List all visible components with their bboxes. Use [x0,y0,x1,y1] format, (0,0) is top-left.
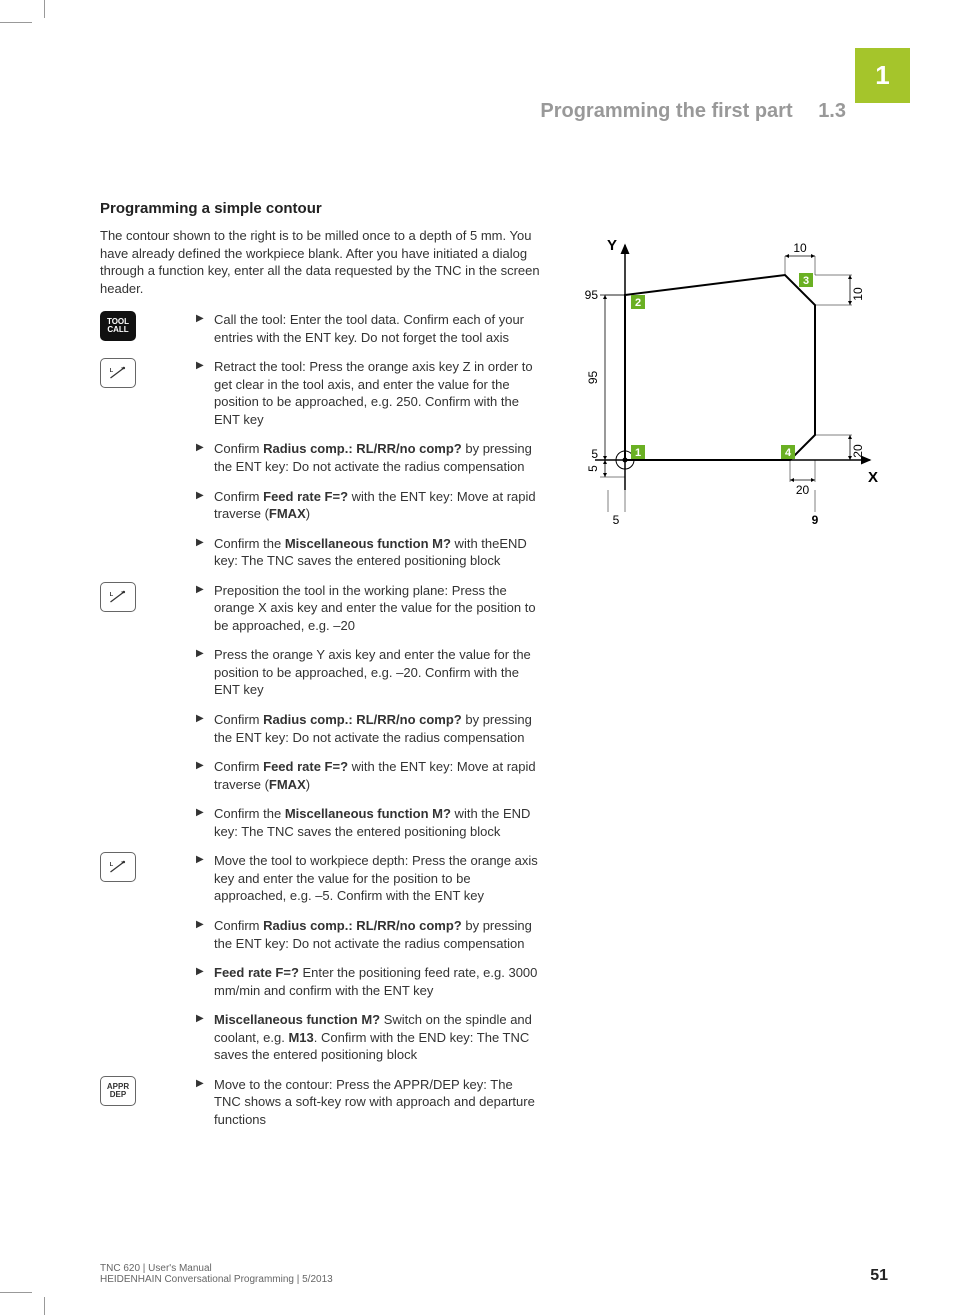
header-title: Programming the first part [540,100,792,122]
crop-mark [0,1292,32,1293]
svg-text:10: 10 [851,287,865,301]
svg-text:2: 2 [635,297,641,309]
svg-text:3: 3 [803,275,809,287]
step-item: Move to the contour: Press the APPR/DEP … [196,1076,540,1129]
svg-text:X: X [868,469,878,486]
crop-mark [44,0,45,18]
svg-text:95: 95 [586,371,600,385]
step-item: Confirm Radius comp.: RL/RR/no comp? by … [196,440,540,475]
step-item: Preposition the tool in the working plan… [196,582,540,635]
step-list: Move to the contour: Press the APPR/DEP … [196,1076,540,1129]
step-item: Move the tool to workpiece depth: Press … [196,852,540,905]
svg-text:5: 5 [586,465,600,472]
step-item: Feed rate F=? Enter the positioning feed… [196,964,540,999]
svg-text:9: 9 [812,513,819,527]
footer-text: TNC 620 | User's Manual HEIDENHAIN Conve… [100,1263,333,1285]
line-key-icon: L [100,358,136,388]
contour-diagram: Y X 1 2 3 4 95 5 95 5 10 10 20 20 5 9 [570,230,880,530]
svg-text:1: 1 [635,447,641,459]
line-key-icon: L [100,582,136,612]
page-number: 51 [870,1267,888,1285]
step-item: Confirm the Miscellaneous function M? wi… [196,805,540,840]
appr-dep-key-icon: APPRDEP [100,1076,136,1106]
step-item: Confirm Feed rate F=? with the ENT key: … [196,488,540,523]
step-item: Confirm the Miscellaneous function M? wi… [196,535,540,570]
step-item: Call the tool: Enter the tool data. Conf… [196,311,540,346]
step-item: Miscellaneous function M? Switch on the … [196,1011,540,1064]
crop-mark [0,22,32,23]
main-column: Programming a simple contour The contour… [100,200,540,1140]
svg-text:Y: Y [607,237,617,254]
svg-text:5: 5 [591,447,598,461]
svg-text:L: L [110,592,114,598]
svg-text:5: 5 [613,513,620,527]
svg-text:20: 20 [851,444,865,458]
step-list: Preposition the tool in the working plan… [196,582,540,841]
svg-text:4: 4 [785,447,792,459]
step-item: Confirm Radius comp.: RL/RR/no comp? by … [196,711,540,746]
page-header: Programming the first part 1.3 [540,100,846,123]
footer-line2: HEIDENHAIN Conversational Programming | … [100,1274,333,1285]
header-secnum: 1.3 [818,100,846,122]
svg-text:95: 95 [585,288,599,302]
step-item: Retract the tool: Press the orange axis … [196,358,540,428]
diagram-column: Y X 1 2 3 4 95 5 95 5 10 10 20 20 5 9 [570,200,888,1140]
svg-text:20: 20 [796,483,810,497]
step-item: Press the orange Y axis key and enter th… [196,646,540,699]
svg-text:10: 10 [793,241,807,255]
intro-paragraph: The contour shown to the right is to be … [100,227,540,297]
step-item: Confirm Feed rate F=? with the ENT key: … [196,758,540,793]
step-item: Confirm Radius comp.: RL/RR/no comp? by … [196,917,540,952]
section-title: Programming a simple contour [100,200,540,217]
step-list: Call the tool: Enter the tool data. Conf… [196,311,540,346]
page-footer: TNC 620 | User's Manual HEIDENHAIN Conve… [100,1263,888,1285]
chapter-tab: 1 [855,48,910,103]
step-list: Retract the tool: Press the orange axis … [196,358,540,569]
step-list: Move the tool to workpiece depth: Press … [196,852,540,1063]
footer-line1: TNC 620 | User's Manual [100,1263,333,1274]
svg-text:L: L [110,862,114,868]
crop-mark [44,1297,45,1315]
svg-text:L: L [110,368,114,374]
line-key-icon: L [100,852,136,882]
tool-call-key-icon: TOOLCALL [100,311,136,341]
